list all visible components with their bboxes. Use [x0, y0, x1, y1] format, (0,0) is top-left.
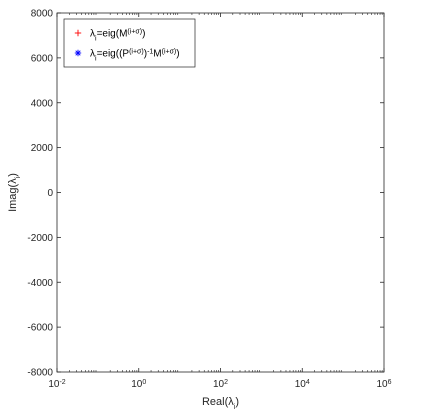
y-tick-label: 0: [47, 188, 53, 199]
legend-marker: [74, 29, 82, 37]
y-tick-label: -4000: [27, 278, 53, 289]
y-axis-title: Imag(λi): [7, 173, 22, 212]
legend-marker: [74, 49, 82, 57]
x-tick-label: 102: [213, 379, 228, 391]
y-tick-label: -8000: [27, 368, 53, 379]
legend-label: λi=eig((P(i+σ))-1M(i+σ)): [90, 48, 180, 62]
x-tick-label: 104: [295, 379, 310, 391]
axes-box: [56, 12, 385, 373]
legend-label: λi=eig(M(i+σ)): [90, 28, 145, 42]
legend-box: [63, 18, 196, 68]
y-tick-label: 6000: [31, 53, 54, 64]
star-d2: [75, 50, 81, 56]
x-axis-title: Real(λi): [202, 396, 239, 411]
x-tick-label: 100: [131, 379, 146, 391]
y-tick-label: 4000: [31, 98, 54, 109]
y-tick-label: -2000: [27, 233, 53, 244]
x-tick-label: 10-2: [48, 379, 65, 391]
y-tick-label: 8000: [31, 9, 54, 20]
x-tick-label: 106: [376, 379, 391, 391]
y-tick-label: -6000: [27, 323, 53, 334]
y-tick-label: 2000: [31, 143, 54, 154]
axes: 10-2 100 102 104 106 -8000 -6000 -4000 -2000 0 200…: [7, 9, 392, 411]
legend: λi=eig(M(i+σ)) λi=eig((P(i+σ))-1M(i+σ)): [63, 18, 196, 68]
